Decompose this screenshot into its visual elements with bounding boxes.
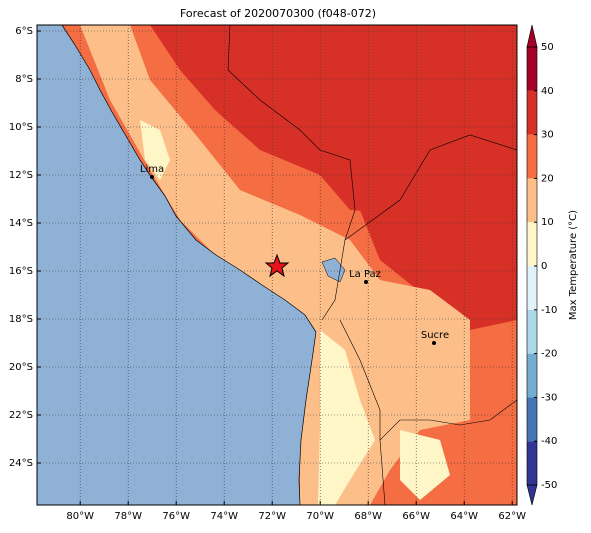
colorbar-tick-label: -40	[541, 436, 557, 447]
colorbar-bin	[527, 353, 537, 398]
colorbar: -50 -40 -30 -20 -10 0 10 20 30 40 50 Max Temperatur…	[526, 24, 579, 506]
border	[227, 25, 517, 505]
x-tick-label: 68°W	[354, 511, 382, 522]
chart-title: Forecast of 2020070300 (f048-072)	[180, 7, 376, 20]
colorbar-bin	[527, 47, 537, 91]
city-marker	[150, 175, 154, 179]
y-tick-label: 8°S	[15, 74, 33, 85]
grid	[37, 25, 517, 505]
map-frame	[36, 24, 518, 506]
colorbar-bin	[527, 441, 537, 485]
y-tick-label: 24°S	[9, 458, 33, 469]
city-marker	[364, 280, 368, 284]
colorbar-bin	[527, 178, 537, 223]
colorbar-tick-label: -10	[541, 305, 557, 316]
x-tick-label: 62°W	[498, 511, 526, 522]
colorbar-bin	[527, 309, 537, 354]
colorbar-bin	[527, 397, 537, 442]
city-marker	[432, 341, 436, 345]
y-tick-label: 16°S	[9, 266, 33, 277]
cool-region	[140, 120, 450, 505]
x-tick-label: 64°W	[450, 511, 478, 522]
colorbar-tick-label: 0	[541, 261, 547, 272]
colorbar-tick-label: 30	[541, 130, 554, 141]
colorbar-bin	[527, 90, 537, 135]
x-tick-label: 76°W	[162, 511, 190, 522]
city-label: La Paz	[349, 269, 381, 280]
colorbar-tick-label: 40	[541, 86, 554, 97]
colorbar-bin	[527, 134, 537, 179]
y-tick-label: 18°S	[9, 314, 33, 325]
warm-region	[150, 25, 517, 225]
colorbar-extend	[526, 24, 538, 48]
y-tick-label: 12°S	[9, 170, 33, 181]
colorbar-label: Max Temperature (°C)	[568, 210, 579, 320]
warm-region	[360, 205, 517, 330]
y-tick-label: 10°S	[9, 122, 33, 133]
colorbar-bin	[527, 266, 537, 310]
colorbar-tick-label: -30	[541, 392, 557, 403]
x-tick-label: 72°W	[258, 511, 286, 522]
y-tick-label: 20°S	[9, 362, 33, 373]
x-tick-label: 74°W	[210, 511, 238, 522]
colorbar-bin	[527, 222, 537, 266]
y-tick-label: 22°S	[9, 410, 33, 421]
colorbar-tick-label: 20	[541, 173, 554, 184]
x-tick-label: 80°W	[66, 511, 94, 522]
y-tick-label: 14°S	[9, 218, 33, 229]
x-tick-label: 78°W	[114, 511, 142, 522]
colorbar-tick-label: 50	[541, 42, 554, 53]
x-tick-label: 70°W	[306, 511, 334, 522]
y-tick-label: 6°S	[15, 26, 33, 37]
city-label: Sucre	[421, 330, 449, 341]
colorbar-tick-label: -20	[541, 349, 557, 360]
city-label: Lima	[140, 164, 164, 175]
x-tick-label: 66°W	[402, 511, 430, 522]
colorbar-extend	[526, 484, 538, 506]
colorbar-tick-label: -50	[541, 480, 557, 491]
colorbar-tick-label: 10	[541, 217, 554, 228]
star-marker	[264, 253, 290, 278]
